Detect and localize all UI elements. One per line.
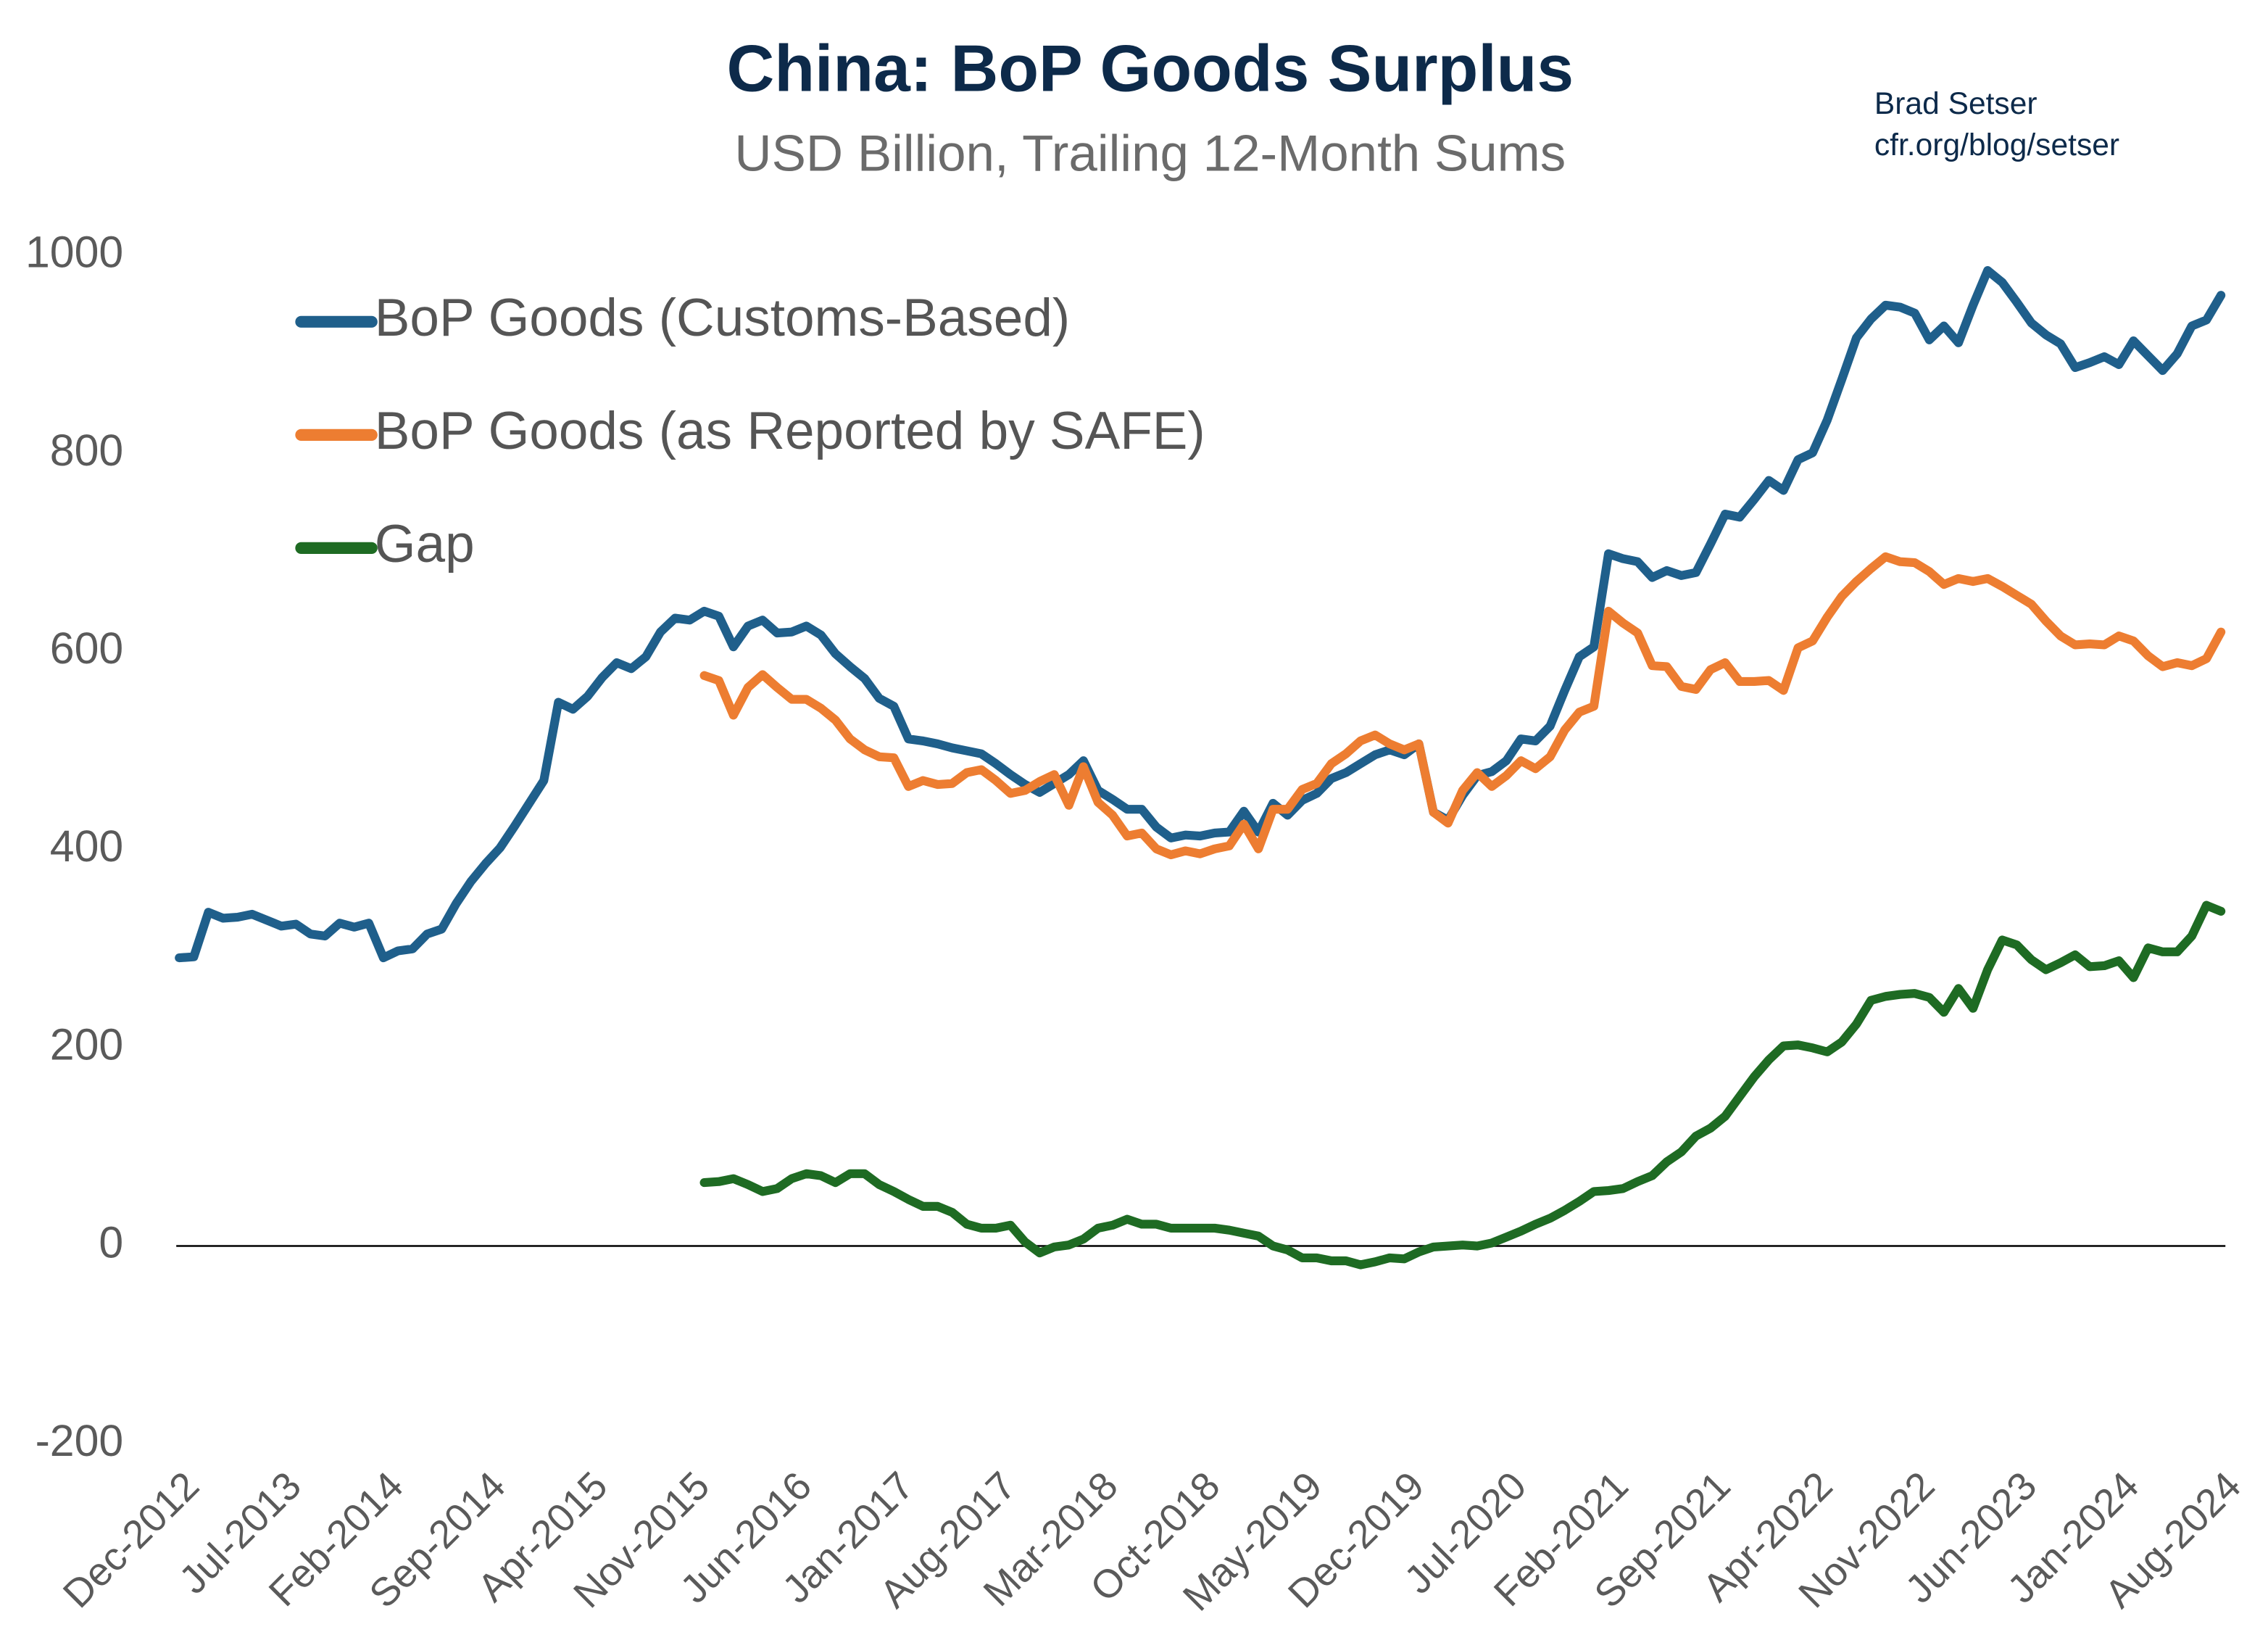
chart-subtitle: USD Billion, Trailing 12-Month Sums	[734, 125, 1566, 183]
series-line	[699, 900, 2226, 1270]
source-url: cfr.org/blog/setser	[1874, 128, 2119, 162]
series-line	[699, 552, 2226, 860]
series-line	[175, 266, 2226, 963]
source-author: Brad Setser	[1874, 86, 2038, 121]
y-tick-label: 400	[50, 821, 123, 871]
legend-label: BoP Goods (Customs-Based)	[375, 289, 1070, 347]
y-tick-label: 200	[50, 1019, 123, 1069]
x-tick-label: Dec-2012	[54, 1463, 208, 1617]
y-tick-label: 600	[50, 624, 123, 673]
legend-label: BoP Goods (as Reported by SAFE)	[375, 402, 1205, 460]
legend-label: Gap	[375, 515, 475, 574]
y-tick-label: 800	[50, 426, 123, 475]
y-tick-label: 1000	[25, 228, 123, 277]
chart-title: China: BoP Goods Surplus	[726, 31, 1574, 105]
y-tick-label: -200	[36, 1416, 124, 1465]
y-tick-label: 0	[99, 1218, 123, 1267]
